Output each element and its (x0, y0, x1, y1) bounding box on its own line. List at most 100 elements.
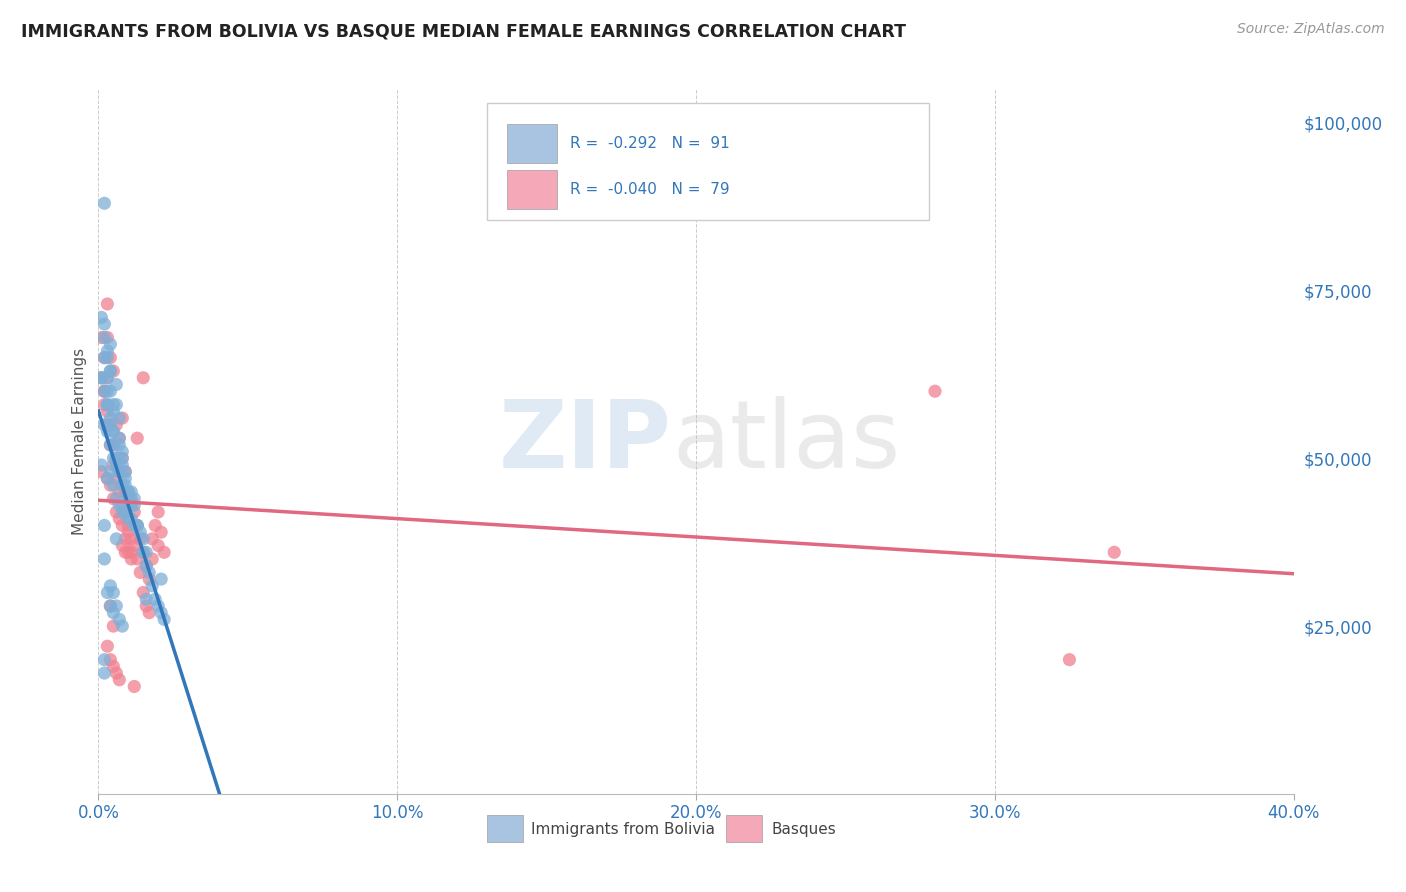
Point (150, 525, 173, 540)
Point (90, 458, 112, 472)
Text: Basques: Basques (772, 822, 837, 837)
Point (93, 196, 115, 211)
Point (98, 417, 122, 432)
Point (96, 398, 118, 412)
Point (98, 599, 122, 613)
Text: Source: ZipAtlas.com: Source: ZipAtlas.com (1237, 22, 1385, 37)
Point (98, 364, 122, 378)
Point (98, 478, 122, 492)
Text: ZIP: ZIP (499, 395, 672, 488)
Point (93, 384, 115, 399)
Point (103, 619, 125, 633)
Point (108, 431, 131, 445)
Point (90, 371, 112, 385)
Point (132, 585, 155, 599)
Point (132, 532, 155, 546)
Point (127, 518, 149, 533)
Point (135, 545, 157, 559)
Point (135, 592, 157, 607)
Point (117, 518, 139, 533)
Point (90, 465, 112, 479)
Point (103, 438, 125, 452)
Point (93, 351, 115, 365)
Point (93, 552, 115, 566)
Point (135, 558, 157, 573)
Point (111, 518, 134, 533)
Point (114, 505, 136, 519)
Point (103, 458, 125, 472)
Point (96, 639, 118, 653)
Point (96, 417, 118, 432)
Point (150, 606, 173, 620)
Point (150, 572, 173, 586)
Point (96, 585, 118, 599)
Point (124, 491, 146, 506)
Point (114, 478, 136, 492)
Point (103, 398, 125, 412)
Point (96, 371, 118, 385)
Bar (508, 170, 557, 209)
Point (129, 525, 152, 540)
Point (103, 491, 125, 506)
Point (98, 417, 122, 432)
Point (96, 297, 118, 311)
Point (105, 451, 128, 466)
Point (138, 566, 160, 580)
Point (111, 411, 134, 425)
Point (96, 471, 118, 485)
Point (108, 484, 131, 499)
Point (124, 518, 146, 533)
Point (105, 451, 128, 466)
Point (108, 673, 131, 687)
Point (129, 566, 152, 580)
Point (93, 666, 115, 681)
Point (111, 619, 134, 633)
Point (120, 545, 142, 559)
Point (124, 498, 146, 512)
Point (98, 465, 122, 479)
Point (93, 417, 115, 432)
Point (108, 438, 131, 452)
Point (96, 398, 118, 412)
Bar (486, 815, 523, 842)
Bar (508, 124, 557, 163)
Point (105, 417, 128, 432)
Text: atlas: atlas (672, 395, 900, 488)
Point (148, 505, 170, 519)
Point (129, 532, 152, 546)
Point (135, 599, 157, 613)
Point (98, 438, 122, 452)
Point (141, 579, 163, 593)
Point (108, 498, 131, 512)
Point (1104, 545, 1126, 559)
Point (98, 384, 122, 399)
Point (98, 337, 122, 351)
Point (90, 371, 112, 385)
Point (103, 606, 125, 620)
Point (105, 398, 128, 412)
Point (103, 478, 125, 492)
Point (132, 545, 155, 559)
Point (98, 653, 122, 667)
Point (108, 512, 131, 526)
Point (111, 444, 134, 458)
Point (127, 518, 149, 533)
Point (108, 465, 131, 479)
Point (114, 505, 136, 519)
Point (135, 558, 157, 573)
Point (127, 552, 149, 566)
Point (103, 425, 125, 439)
Point (105, 666, 128, 681)
Point (105, 532, 128, 546)
Point (96, 371, 118, 385)
Point (120, 552, 142, 566)
Point (148, 599, 170, 613)
Point (103, 659, 125, 673)
Point (114, 484, 136, 499)
Point (127, 518, 149, 533)
Point (111, 458, 134, 472)
Point (93, 351, 115, 365)
Point (153, 545, 176, 559)
Point (98, 351, 122, 365)
Point (148, 539, 170, 553)
